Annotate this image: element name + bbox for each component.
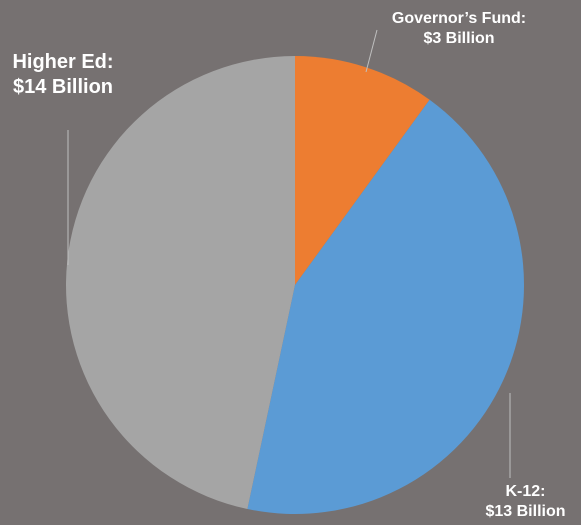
slice-label-value: $14 Billion bbox=[12, 76, 114, 98]
slice-label-name: K-12: bbox=[505, 483, 546, 500]
slice-label-governors-fund: Governor’s Fund: $3 Billion bbox=[376, 9, 542, 49]
pie-slice-k-12 bbox=[247, 99, 524, 514]
slice-label-k12: K-12: $13 Billion bbox=[470, 482, 581, 522]
leader-lines bbox=[67, 29, 511, 478]
slice-label-higher-ed: Higher Ed: $14 Billion bbox=[0, 50, 126, 100]
slice-label-name: Governor’s Fund: bbox=[391, 10, 527, 27]
slice-label-name: Higher Ed: bbox=[12, 51, 114, 73]
pie-slice-governor-s-fund bbox=[295, 56, 430, 285]
pie-slice-higher-ed bbox=[65, 56, 295, 509]
slice-label-value: $13 Billion bbox=[485, 503, 566, 520]
slice-label-value: $3 Billion bbox=[423, 30, 495, 47]
leader-line-governors-fund bbox=[365, 29, 378, 73]
pie-slices bbox=[65, 56, 524, 514]
